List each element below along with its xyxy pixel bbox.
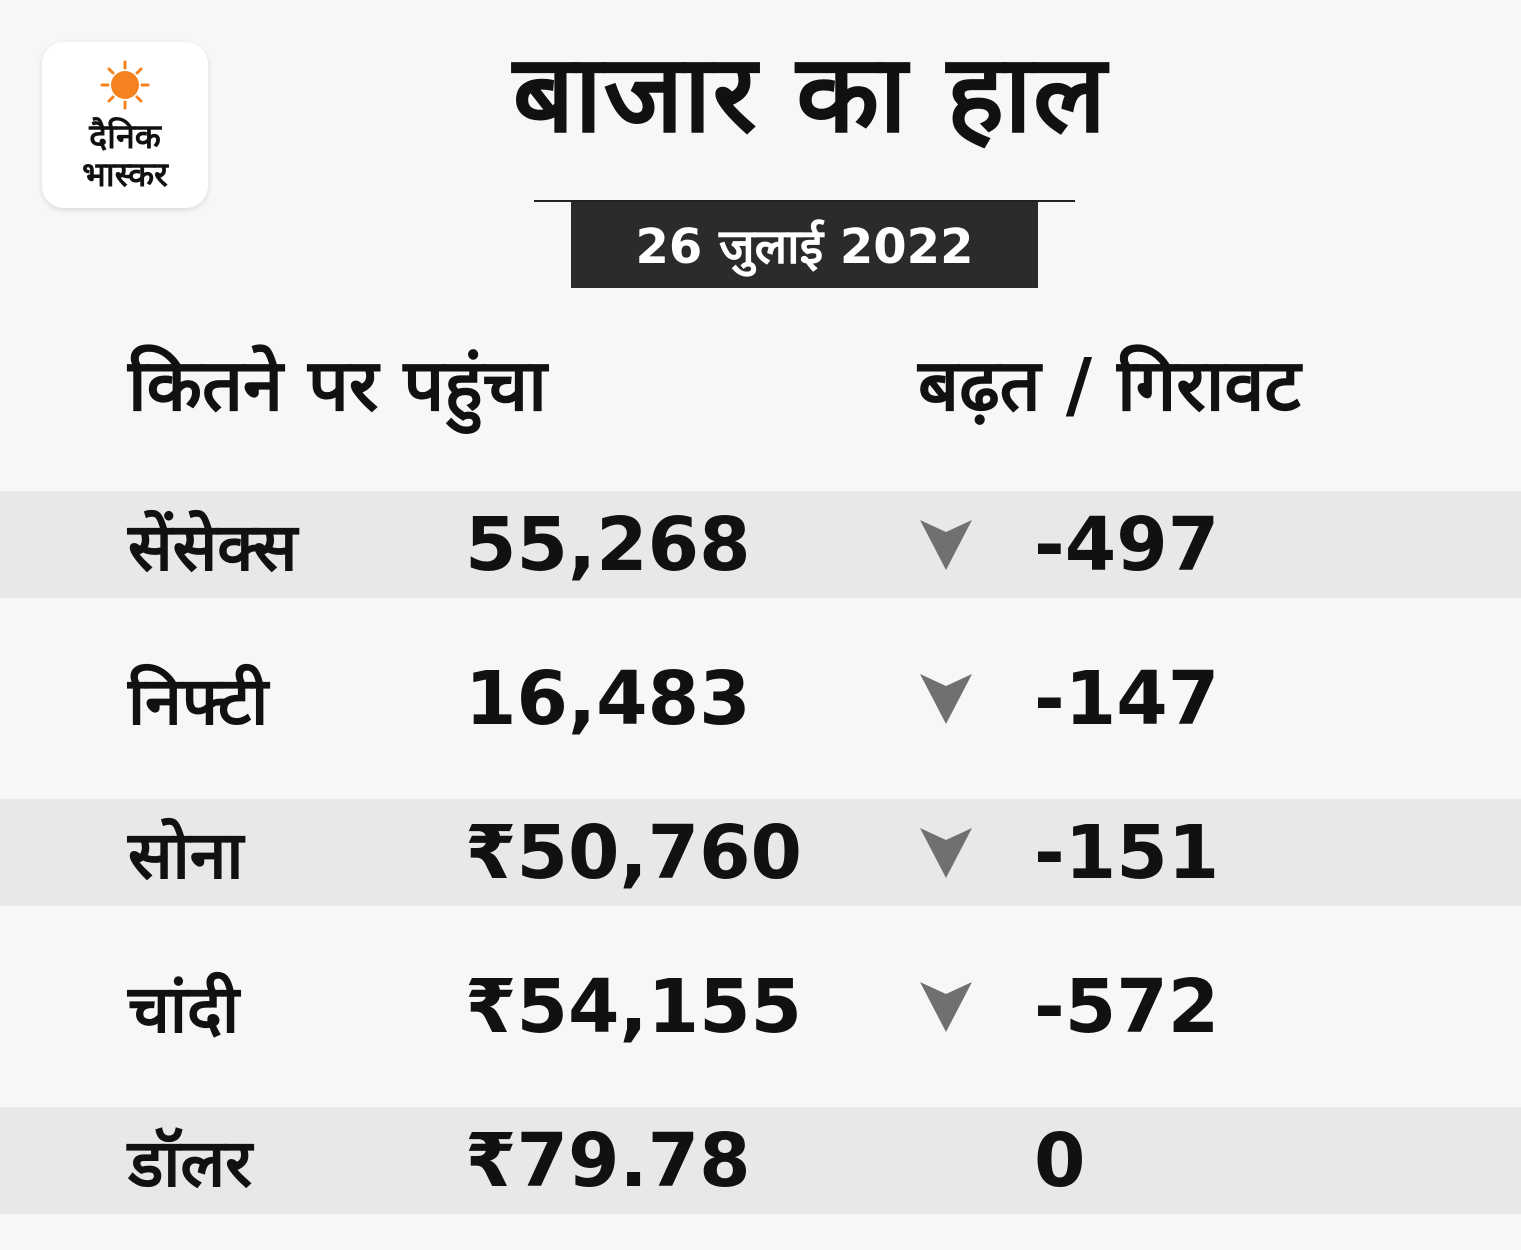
table-row: सोना ₹50,760 -151 bbox=[0, 799, 1521, 906]
row-change: -147 bbox=[1034, 655, 1220, 742]
row-value: 16,483 bbox=[465, 655, 751, 742]
sun-icon bbox=[100, 60, 150, 110]
table-row: चांदी ₹54,155 -572 bbox=[0, 953, 1521, 1060]
row-change: -151 bbox=[1034, 809, 1220, 896]
dainik-bhaskar-logo: दैनिक भास्कर bbox=[42, 42, 208, 208]
row-value: ₹54,155 bbox=[465, 963, 803, 1050]
page-title: बाजार का हाल bbox=[512, 32, 1108, 157]
row-label: सोना bbox=[128, 816, 244, 894]
logo-text-line2: भास्कर bbox=[82, 155, 168, 195]
row-label: चांदी bbox=[128, 970, 240, 1048]
down-arrow-icon bbox=[916, 799, 976, 906]
date-text: 26 जुलाई 2022 bbox=[635, 218, 974, 275]
table-row: निफ्टी 16,483 -147 bbox=[0, 645, 1521, 752]
row-change: -497 bbox=[1034, 501, 1220, 588]
table-row: डॉलर ₹79.78 0 bbox=[0, 1107, 1521, 1214]
date-divider bbox=[534, 200, 1075, 202]
logo-text-line1: दैनिक bbox=[89, 117, 161, 157]
row-value: ₹79.78 bbox=[465, 1117, 751, 1204]
down-arrow-icon bbox=[916, 953, 976, 1060]
row-value: ₹50,760 bbox=[465, 809, 803, 896]
date-badge: 26 जुलाई 2022 bbox=[571, 202, 1038, 288]
row-value: 55,268 bbox=[465, 501, 751, 588]
row-label: सेंसेक्स bbox=[128, 508, 298, 586]
column-header-change: बढ़त / गिरावट bbox=[918, 343, 1301, 427]
row-label: डॉलर bbox=[128, 1124, 253, 1202]
row-change: -572 bbox=[1034, 963, 1220, 1050]
down-arrow-icon bbox=[916, 491, 976, 598]
table-row: सेंसेक्स 55,268 -497 bbox=[0, 491, 1521, 598]
column-header-reached: कितने पर पहुंचा bbox=[128, 343, 547, 427]
row-label: निफ्टी bbox=[128, 662, 269, 740]
trend-placeholder bbox=[916, 1107, 976, 1214]
row-change: 0 bbox=[1034, 1117, 1086, 1204]
down-arrow-icon bbox=[916, 645, 976, 752]
